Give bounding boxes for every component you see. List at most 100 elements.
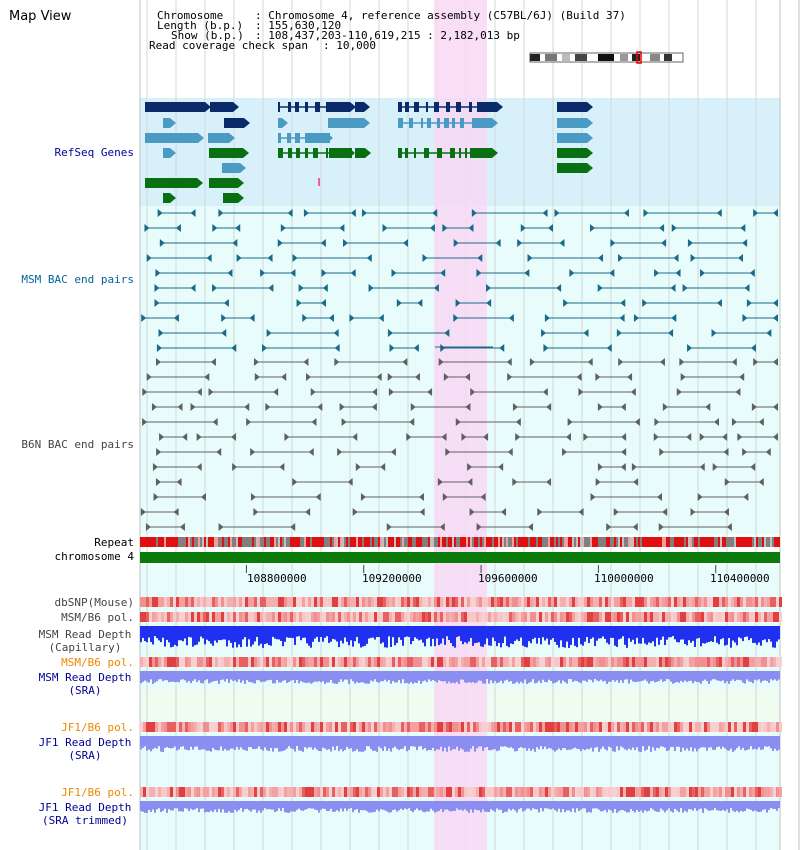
msm-bac-pair-end [417, 299, 423, 307]
repeat-block [238, 537, 240, 547]
msm-bac-pair-end [477, 254, 483, 262]
msm-depth-capillary-bar [434, 626, 436, 647]
dbsnp-cell [344, 597, 347, 607]
msm-bac-pair-end [154, 299, 160, 307]
jf1-b6-pol-2-cell [335, 787, 338, 797]
repeat-block [636, 537, 638, 547]
msm-depth-sra-bar [170, 671, 172, 682]
jf1-depth-sra-bar [712, 736, 714, 750]
jf1-depth-sra-bar [626, 736, 628, 751]
repeat-block [634, 537, 636, 547]
jf1-depth-trimmed-bar [738, 801, 740, 813]
gene-exon [329, 148, 349, 158]
dbsnp-cell [605, 597, 608, 607]
track-label-msm-bac[interactable]: MSM BAC end pairs [21, 273, 134, 286]
dbsnp-cell [206, 597, 209, 607]
jf1-b6-pol-2-cell [533, 787, 536, 797]
msm-depth-sra-bar [664, 671, 666, 682]
msm-depth-capillary-bar [466, 626, 468, 644]
msm-b6-pol-cell [677, 612, 680, 622]
jf1-b6-pol-2-cell [230, 787, 233, 797]
jf1-depth-trimmed-bar [170, 801, 172, 811]
dbsnp-cell [500, 597, 503, 607]
msm-depth-sra-bar [142, 671, 144, 682]
ideogram-band [545, 54, 557, 61]
msm-b6-pol-2-cell [773, 657, 776, 667]
msm-depth-sra-bar [156, 671, 158, 682]
b6n-bac-pair-end [713, 418, 719, 426]
jf1-b6-pol-2-cell [680, 787, 683, 797]
msm-b6-pol-2-cell [518, 657, 521, 667]
msm-depth-capillary-bar [238, 626, 240, 645]
jf1-depth-sra-bar [274, 736, 276, 749]
track-label-refseq[interactable]: RefSeq Genes [54, 146, 134, 159]
jf1-depth-sra-bar [734, 736, 736, 751]
msm-depth-capillary-bar [232, 626, 234, 648]
msm-depth-capillary-bar [320, 626, 322, 638]
jf1-depth-sra-bar [668, 736, 670, 751]
jf1-depth-sra-bar [554, 736, 556, 752]
msm-b6-pol-2-cell [248, 657, 251, 667]
msm-depth-sra-bar [524, 671, 526, 680]
repeat-block [472, 537, 474, 547]
jf1-depth-trimmed-bar [644, 801, 646, 811]
repeat-block [334, 537, 336, 547]
jf1-b6-pol-2-cell [722, 787, 725, 797]
msm-depth-sra-bar [278, 671, 280, 683]
jf1-b6-pol-2-cell [698, 787, 701, 797]
msm-b6-pol-2-cell [425, 657, 428, 667]
jf1-depth-trimmed-bar [276, 801, 278, 812]
jf1-depth-trimmed-bar [488, 801, 490, 813]
repeat-block [370, 537, 372, 547]
jf1-b6-pol-2-cell [185, 787, 188, 797]
dbsnp-cell [662, 597, 665, 607]
dbsnp-cell [395, 597, 398, 607]
jf1-depth-trimmed-bar [252, 801, 254, 810]
dbsnp-cell [152, 597, 155, 607]
jf1-depth-trimmed-bar [482, 801, 484, 810]
msm-depth-sra-bar [734, 671, 736, 682]
jf1-b6-pol-cell [329, 722, 332, 732]
jf1-depth-sra-bar [448, 736, 450, 747]
msm-depth-capillary-bar [252, 626, 254, 645]
track-label-b6n-bac[interactable]: B6N BAC end pairs [21, 438, 134, 451]
jf1-depth-sra-bar [708, 736, 710, 748]
jf1-b6-pol-2-cell [656, 787, 659, 797]
b6n-bac-pair-end [200, 493, 206, 501]
jf1-depth-trimmed-bar [778, 801, 780, 809]
b6n-bac-pair-end [176, 478, 182, 486]
jf1-b6-pol-2-cell [191, 787, 194, 797]
msm-bac-pair-end [212, 284, 218, 292]
msm-depth-capillary-bar [462, 626, 464, 645]
msm-depth-sra-bar [666, 671, 668, 680]
jf1-b6-pol-2-cell [338, 787, 341, 797]
msm-b6-pol-2-cell [284, 657, 287, 667]
dbsnp-cell [527, 597, 530, 607]
b6n-bac-pair-end [306, 373, 312, 381]
jf1-depth-trimmed-bar [742, 801, 744, 812]
jf1-b6-pol-2-cell [620, 787, 623, 797]
jf1-b6-pol-cell [233, 722, 236, 732]
jf1-b6-pol-cell [473, 722, 476, 732]
msm-b6-pol-cell [749, 612, 752, 622]
msm-depth-sra-bar [660, 671, 662, 680]
msm-b6-pol-2-cell [374, 657, 377, 667]
jf1-depth-trimmed-bar [608, 801, 610, 810]
jf1-b6-pol-cell [488, 722, 491, 732]
msm-b6-pol-cell [377, 612, 380, 622]
ideogram-band [664, 54, 672, 61]
msm-depth-sra-bar [190, 671, 192, 684]
msm-b6-pol-2-cell [485, 657, 488, 667]
msm-depth-capillary-bar [580, 626, 582, 645]
msm-b6-pol-2-cell [440, 657, 443, 667]
msm-depth-capillary-bar [230, 626, 232, 643]
msm-depth-capillary-bar [776, 626, 778, 642]
msm-b6-pol-cell [548, 612, 551, 622]
jf1-b6-pol-cell [776, 722, 779, 732]
repeat-block [356, 537, 358, 547]
msm-b6-pol-cell [347, 612, 350, 622]
jf1-depth-trimmed-bar [680, 801, 682, 809]
msm-b6-pol-2-cell [686, 657, 689, 667]
msm-depth-sra-bar [746, 671, 748, 680]
